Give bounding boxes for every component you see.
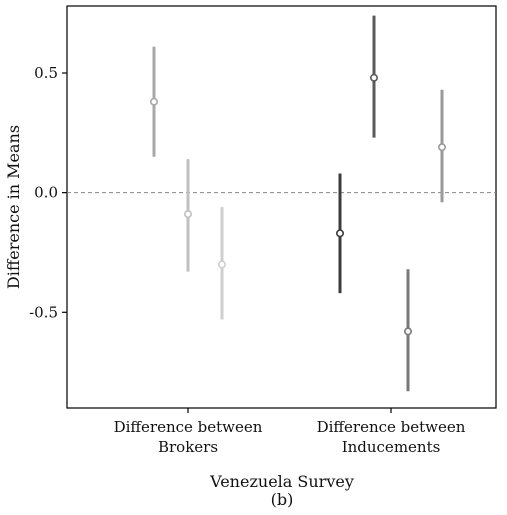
category-labels: Difference between Brokers Difference betw… bbox=[114, 418, 466, 456]
point-estimate bbox=[369, 73, 378, 82]
point-estimate bbox=[184, 210, 193, 219]
category-label: Difference between bbox=[317, 418, 466, 436]
figure-caption: (b) bbox=[271, 490, 294, 509]
point-estimate bbox=[218, 260, 227, 269]
y-axis-title: Difference in Means bbox=[4, 125, 23, 289]
data-series bbox=[150, 15, 446, 392]
y-tick-label: 0.0 bbox=[34, 184, 58, 202]
point-estimate bbox=[403, 327, 412, 336]
plot-frame bbox=[66, 5, 497, 409]
category-label: Difference between bbox=[114, 418, 263, 436]
x-axis-title: Venezuela Survey bbox=[209, 472, 354, 491]
point-estimate bbox=[335, 229, 344, 238]
category-label: Brokers bbox=[158, 438, 218, 456]
x-axis bbox=[187, 408, 392, 413]
category-label: Inducements bbox=[342, 438, 441, 456]
y-axis: -0.5 0.0 0.5 bbox=[29, 64, 67, 321]
point-estimate bbox=[150, 97, 159, 106]
point-estimate bbox=[437, 143, 446, 152]
y-tick-label: 0.5 bbox=[34, 64, 58, 82]
y-tick-label: -0.5 bbox=[29, 303, 58, 321]
